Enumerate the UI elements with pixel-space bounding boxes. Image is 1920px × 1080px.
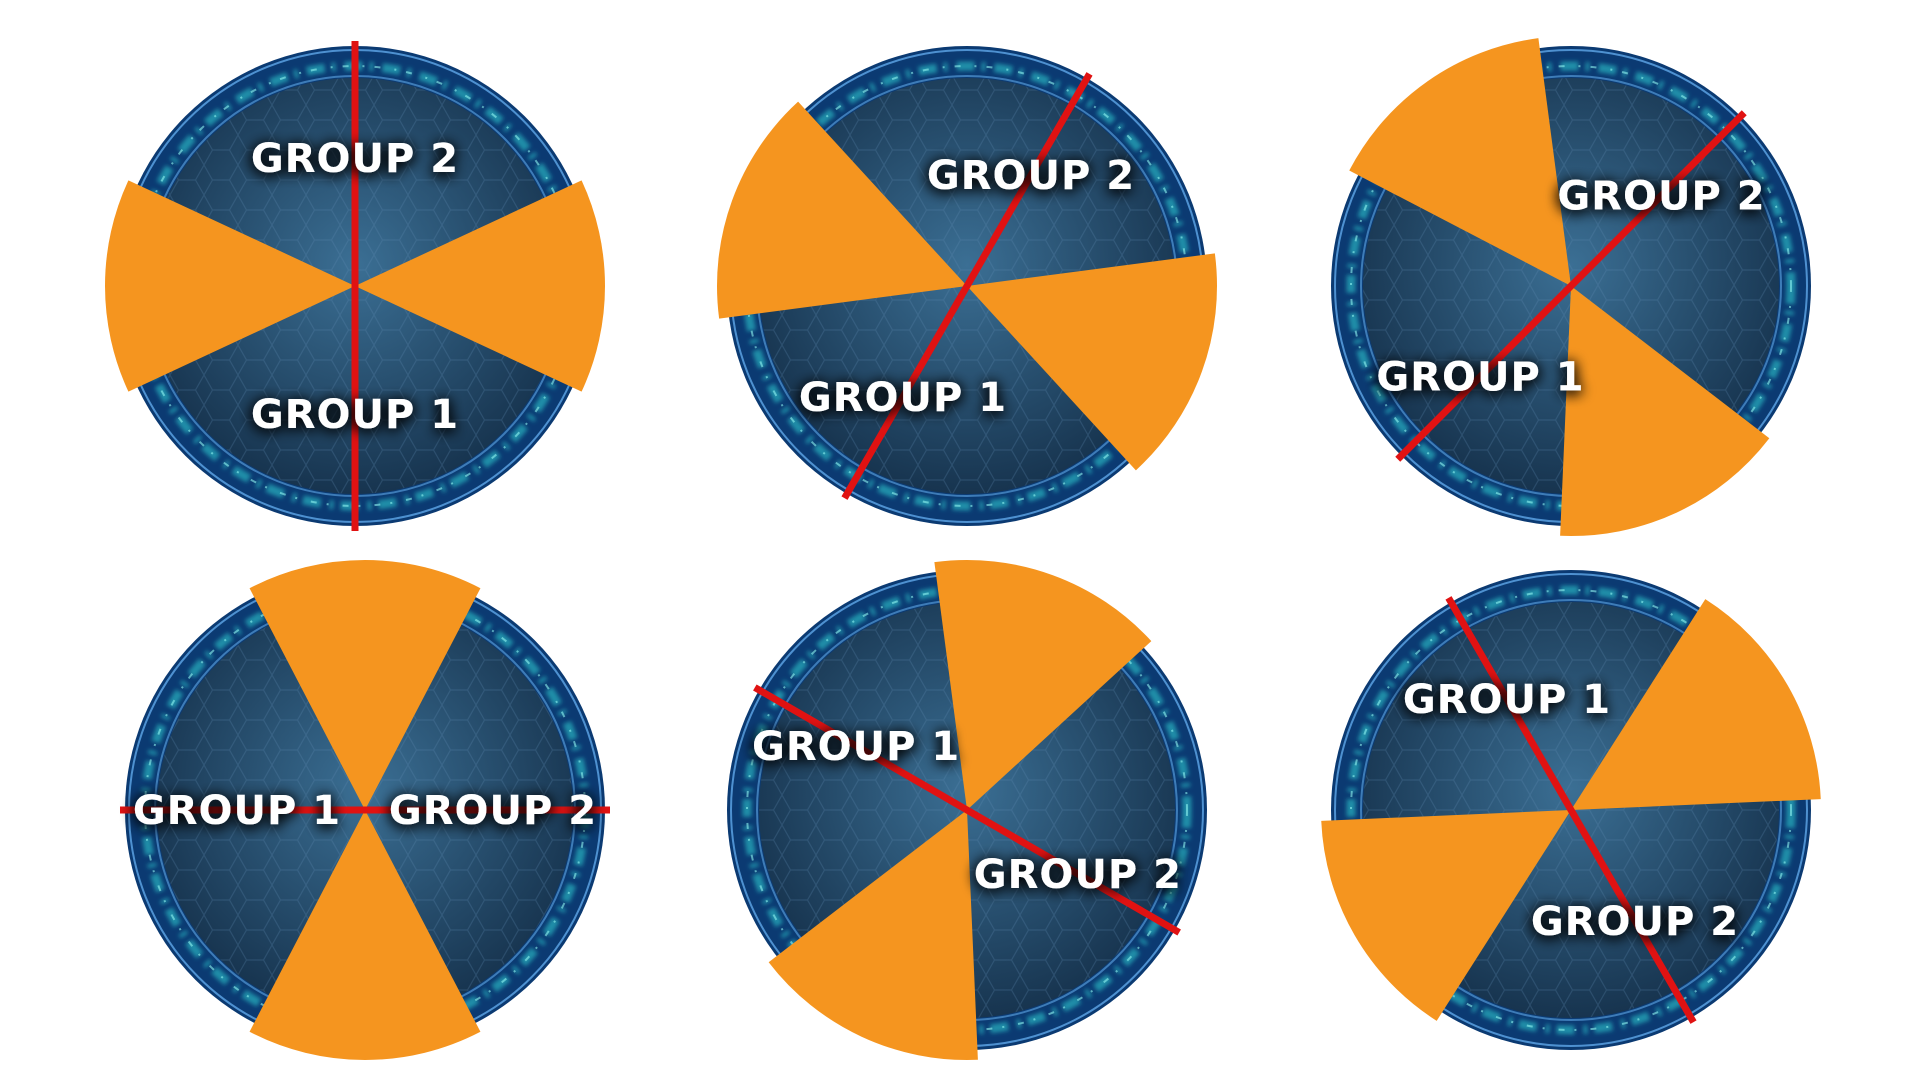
divider-line bbox=[1445, 596, 1697, 1024]
orange-sector-1 bbox=[768, 810, 978, 1060]
disc-glow-ring-detail bbox=[1350, 589, 1792, 1031]
orange-sector-1 bbox=[1321, 810, 1571, 1021]
orange-sector-2 bbox=[104, 180, 355, 392]
group-diagram: GROUP 2 GROUP 1 bbox=[717, 46, 1217, 526]
group-diagram: GROUP 2 GROUP 1 bbox=[1321, 570, 1821, 1050]
disc-glow-ring-detail bbox=[746, 589, 1188, 1031]
divider-line bbox=[753, 684, 1181, 936]
group-2-label: GROUP 2 bbox=[1531, 899, 1739, 945]
orange-sector-2 bbox=[1571, 599, 1821, 810]
group-1-label: GROUP 1 bbox=[799, 375, 1007, 421]
orange-sector-2 bbox=[934, 560, 1152, 810]
group-2-label: GROUP 2 bbox=[974, 852, 1182, 898]
group-2-label: GROUP 2 bbox=[251, 136, 459, 182]
orange-sector-2 bbox=[249, 560, 481, 810]
disc-inner-ring-line bbox=[1360, 599, 1782, 1021]
group-1-label: GROUP 1 bbox=[133, 788, 341, 834]
group-diagram: GROUP 2 GROUP 1 bbox=[104, 41, 606, 531]
disc-glow-ring-detail bbox=[1350, 65, 1792, 507]
divider-line bbox=[841, 72, 1093, 500]
orange-sector-1 bbox=[249, 810, 481, 1060]
group-1-label: GROUP 1 bbox=[1403, 677, 1611, 723]
group-diagram: GROUP 2 GROUP 1 bbox=[1331, 38, 1811, 536]
orange-sector-2 bbox=[1349, 38, 1571, 286]
divider-line bbox=[1395, 110, 1747, 462]
group-diagram: GROUP 2 GROUP 1 bbox=[727, 560, 1207, 1060]
orange-sector-2 bbox=[717, 101, 967, 319]
orange-sector-1 bbox=[1560, 286, 1770, 536]
group-1-label: GROUP 1 bbox=[1376, 355, 1584, 401]
group-1-label: GROUP 1 bbox=[752, 724, 960, 770]
disc-rim-highlight bbox=[1334, 573, 1808, 1047]
orange-sector-1 bbox=[967, 253, 1217, 471]
orange-sector-1 bbox=[355, 180, 606, 392]
group-1-label: GROUP 1 bbox=[251, 392, 459, 438]
group-2-label: GROUP 2 bbox=[389, 788, 597, 834]
group-2-label: GROUP 2 bbox=[927, 153, 1135, 199]
group-diagram: GROUP 2 GROUP 1 bbox=[120, 560, 610, 1060]
group-2-label: GROUP 2 bbox=[1557, 173, 1765, 219]
